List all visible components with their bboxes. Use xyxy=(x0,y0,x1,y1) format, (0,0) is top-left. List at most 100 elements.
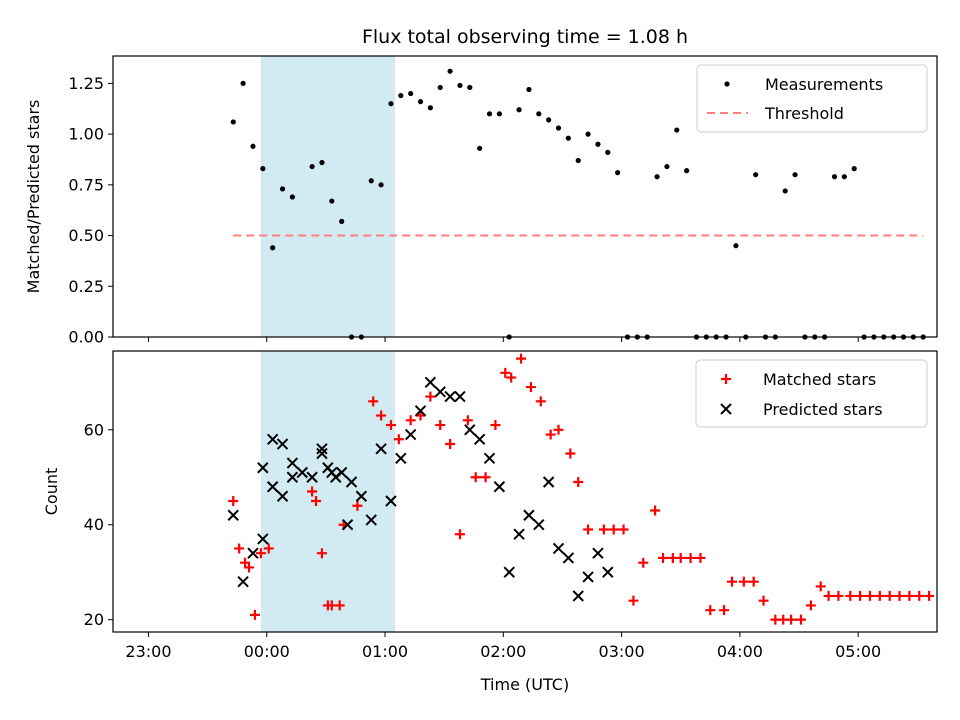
matched-star-marker xyxy=(884,590,895,601)
predicted-star-marker xyxy=(296,466,308,479)
measurement-point xyxy=(319,159,325,166)
count-panel: 20 40 60 23:00 00:00 01:00 02:00 03:00 04:00 05:… xyxy=(42,350,938,694)
measurement-point xyxy=(684,168,690,174)
predicted-star-marker xyxy=(306,471,318,483)
matched-star-marker xyxy=(234,543,245,554)
matched-star-marker xyxy=(855,590,866,601)
matched-star-marker xyxy=(583,524,594,535)
legend-marker-measurements xyxy=(724,81,730,87)
measurement-point xyxy=(270,245,276,251)
measurement-point xyxy=(496,111,502,117)
predicted-star-marker xyxy=(257,462,269,474)
predicted-star-marker xyxy=(365,514,377,526)
matched-star-marker xyxy=(376,410,387,421)
predicted-star-marker xyxy=(454,390,466,403)
matched-star-marker xyxy=(334,600,345,611)
predicted-star-marker xyxy=(533,519,545,531)
matched-star-marker xyxy=(228,495,239,506)
matched-star-marker xyxy=(490,420,501,431)
measurement-point xyxy=(467,84,473,91)
y-axis-label: Count xyxy=(42,468,61,516)
legend-marker-predicted xyxy=(720,403,732,415)
predicted-star-marker xyxy=(341,519,354,531)
legend: Measurements Threshold xyxy=(696,64,928,133)
y-axis-label: Matched/Predicted stars xyxy=(24,100,43,294)
matched-star-marker xyxy=(454,529,465,540)
y-tick-label: 0.75 xyxy=(68,175,104,194)
y-tick-label: 40 xyxy=(84,515,104,534)
matched-star-marker xyxy=(249,609,260,620)
measurement-point xyxy=(230,119,236,125)
plot-frame xyxy=(112,55,938,338)
matched-star-marker xyxy=(405,415,416,426)
legend-marker-matched xyxy=(721,374,731,384)
predicted-star-marker xyxy=(552,542,565,555)
y-axis-ticks: 0.00 0.25 0.50 0.75 1.00 1.25 xyxy=(68,74,113,347)
measurement-point xyxy=(792,172,798,178)
matched-star-marker xyxy=(352,500,363,511)
measurement-point xyxy=(782,188,788,194)
measurement-point xyxy=(575,157,581,164)
predicted-star-marker xyxy=(513,528,525,540)
predicted-star-marker xyxy=(542,476,555,488)
measurement-point xyxy=(388,101,394,107)
measurement-point xyxy=(605,149,611,155)
predicted-star-marker xyxy=(316,447,328,460)
matched-star-marker xyxy=(719,605,730,616)
matched-star-marker xyxy=(470,472,481,483)
legend-box xyxy=(695,359,928,428)
measurement-point xyxy=(565,135,571,141)
matched-star-marker xyxy=(904,590,915,601)
predicted-star-marker xyxy=(503,566,515,578)
predicted-star-marker xyxy=(316,443,328,455)
predicted-star-marker xyxy=(375,443,387,455)
matched-star-marker xyxy=(385,420,396,431)
measurement-point xyxy=(260,166,266,172)
measurement-point xyxy=(841,174,847,180)
matched-star-marker xyxy=(695,552,706,563)
predicted-star-marker xyxy=(434,386,446,398)
matched-star-marker xyxy=(525,382,536,393)
matched-star-marker xyxy=(726,576,737,587)
predicted-star-marker xyxy=(237,575,249,588)
measurement-point xyxy=(240,80,246,86)
predicted-star-marker xyxy=(444,390,456,403)
measurement-point xyxy=(555,125,562,131)
x-tick-label: 23:00 xyxy=(125,642,171,661)
predicted-star-marker xyxy=(286,471,299,483)
predicted-star-marker xyxy=(345,476,358,488)
x-axis-ticks: 23:00 00:00 01:00 02:00 03:00 04:00 05:00 xyxy=(125,632,881,661)
y-axis-ticks: 20 40 60 xyxy=(84,420,113,629)
matched-star-marker xyxy=(255,548,266,559)
measurement-point xyxy=(339,218,345,224)
predicted-star-marker xyxy=(266,481,279,493)
y-tick-label: 60 xyxy=(84,420,104,439)
measurement-point xyxy=(417,99,424,105)
predicted-star-marker xyxy=(355,490,368,502)
matched-star-marker xyxy=(516,353,527,364)
measurement-point xyxy=(368,178,374,184)
x-tick-label: 05:00 xyxy=(835,642,881,661)
matched-star-marker xyxy=(657,552,668,563)
matched-star-marker xyxy=(638,557,649,568)
measurement-point xyxy=(536,111,542,117)
matched-star-marker xyxy=(598,524,609,535)
plot-frame xyxy=(112,350,938,633)
predicted-star-marker xyxy=(464,424,476,436)
predicted-star-marker xyxy=(286,457,299,469)
matched-star-marker xyxy=(553,424,564,435)
measurement-point xyxy=(378,182,384,188)
matched-star-marker xyxy=(805,600,816,611)
matched-star-marker xyxy=(307,486,318,497)
predicted-star-marker xyxy=(562,552,575,564)
measurement-point xyxy=(457,82,463,89)
matched-star-marker xyxy=(535,396,546,407)
matched-star-marker xyxy=(573,477,584,488)
predicted-star-marker xyxy=(266,433,279,445)
matched-star-marker xyxy=(786,614,797,625)
measurement-point xyxy=(329,198,335,204)
measurement-point xyxy=(250,143,256,149)
measurement-point xyxy=(615,170,621,176)
matched-star-marker xyxy=(924,590,935,601)
